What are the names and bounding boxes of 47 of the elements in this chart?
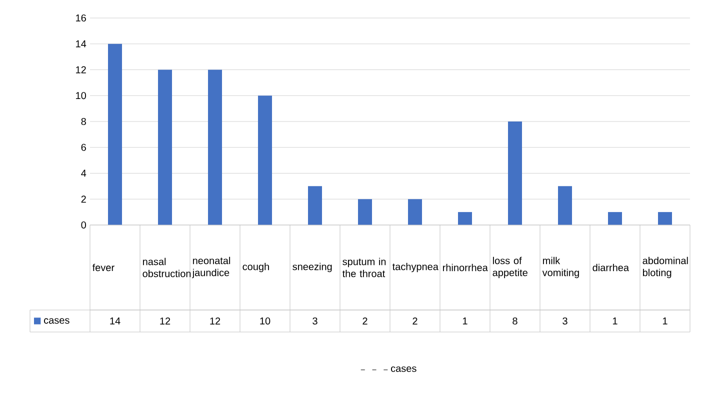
x-tick-label: diarrhea (592, 264, 630, 272)
x-tick-label: neonatal jaundice (192, 256, 230, 278)
y-tick-label: 4 (81, 170, 86, 177)
x-tick-label: tachypnea (392, 262, 438, 272)
y-tick-label: 10 (76, 92, 86, 100)
data-label: 1 (662, 318, 668, 324)
data-label: 1 (612, 318, 618, 324)
x-tick-label: sneezing (292, 262, 332, 272)
x-tick-label: loss of appetite (492, 256, 528, 278)
y-tick-label: 6 (81, 144, 86, 151)
data-label: 10 (260, 317, 270, 325)
x-tick-label: sputum in the throat (342, 258, 386, 278)
y-tick-label: 2 (81, 196, 86, 203)
bar (208, 70, 222, 225)
bar (458, 212, 472, 225)
bar (258, 96, 272, 225)
data-label: 12 (160, 317, 170, 324)
bar (408, 199, 422, 225)
legend-label: cases (44, 318, 70, 324)
x-tick-label: abdominal bloting (642, 256, 688, 278)
data-label: 2 (412, 317, 418, 324)
data-label: 12 (210, 317, 220, 324)
data-label: 14 (110, 318, 120, 324)
data-label: 1 (462, 318, 468, 324)
bar (308, 186, 322, 225)
bar (608, 212, 622, 225)
y-tick-label: 16 (76, 14, 86, 22)
x-tick-label: cough (242, 262, 269, 272)
bar (558, 186, 572, 225)
y-tick-label: 0 (81, 221, 86, 229)
bar (508, 121, 522, 225)
data-label: 3 (562, 317, 568, 325)
x-tick-label: nasal obstruction (142, 258, 191, 278)
y-tick-label: 12 (76, 66, 86, 74)
x-tick-label: fever (92, 264, 114, 272)
y-tick-label: 14 (76, 40, 86, 48)
data-label: 2 (362, 317, 368, 324)
data-label: 3 (312, 317, 318, 325)
x-tick-label: rhinorrhea (443, 264, 488, 272)
bar (658, 212, 672, 225)
x-tick-label: milk vomiting (542, 256, 579, 278)
bar (358, 199, 372, 225)
text: cases (391, 366, 416, 372)
y-tick-label: 8 (81, 118, 86, 126)
bar (108, 44, 122, 225)
bar (158, 70, 172, 225)
data-label: 8 (512, 317, 518, 325)
